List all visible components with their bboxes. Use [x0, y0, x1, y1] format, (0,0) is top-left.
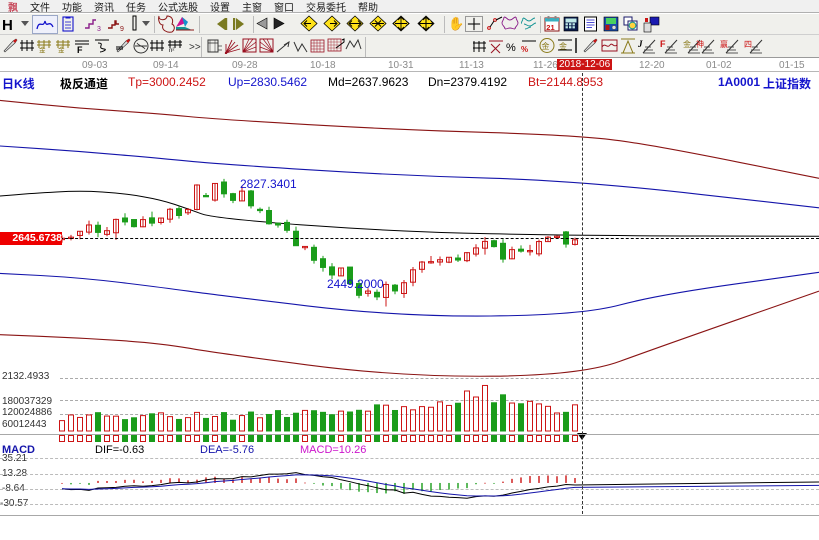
svg-text:9: 9	[120, 26, 124, 32]
svg-text:F: F	[660, 39, 666, 49]
svg-text:金: 金	[559, 41, 567, 51]
svg-text:J: J	[638, 39, 643, 49]
svg-text:金: 金	[58, 45, 65, 53]
svg-text:%: %	[521, 45, 528, 54]
svg-text:21: 21	[546, 23, 554, 32]
svg-text:n²: n²	[169, 48, 174, 53]
svg-text:✋: ✋	[448, 16, 464, 31]
svg-text:金: 金	[683, 39, 691, 49]
svg-text:H: H	[2, 17, 13, 33]
svg-text:赢: 赢	[720, 39, 728, 49]
svg-text:四: 四	[744, 40, 752, 49]
svg-text:F: F	[77, 45, 83, 53]
svg-text:金: 金	[542, 41, 550, 51]
svg-text:神: 神	[696, 39, 704, 49]
svg-text:3: 3	[97, 26, 101, 32]
svg-text:金: 金	[39, 45, 46, 53]
svg-text:%: %	[506, 42, 516, 53]
